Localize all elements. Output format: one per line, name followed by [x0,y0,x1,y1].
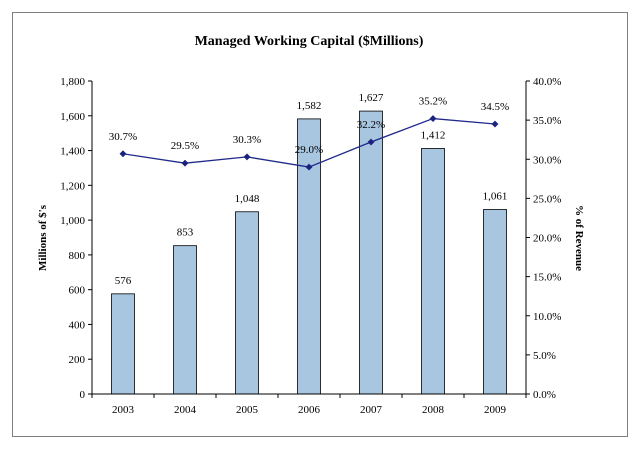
y-tick-label: 600 [69,285,86,297]
y2-tick-label: 5.0% [533,350,556,362]
y-tick-label: 1,200 [60,180,85,192]
x-tick-label: 2003 [112,404,135,416]
chart-title: Managed Working Capital ($Millions) [195,34,424,49]
bar-value-label: 1,627 [359,92,384,104]
y-axis-title: Millions of $'s [37,204,49,271]
line-value-label: 32.2% [357,119,385,131]
bar [111,293,135,395]
x-tick-label: 2004 [174,404,197,416]
x-tick-label: 2009 [484,404,507,416]
bar [297,118,321,395]
y-tick-label: 1,400 [60,146,85,158]
line-value-label: 34.5% [481,101,509,113]
line-point-marker [429,115,437,123]
bar [173,245,197,395]
bar [235,211,259,395]
bar [483,209,507,395]
y2-tick-label: 0.0% [533,389,556,401]
bar-value-label: 1,048 [235,193,260,205]
y-tick-label: 400 [69,319,86,331]
y-tick-label: 1,000 [60,215,85,227]
bar-value-label: 1,582 [297,100,322,112]
line-value-label: 29.5% [171,140,199,152]
y2-tick-label: 25.0% [533,193,561,205]
y2-tick-label: 10.0% [533,311,561,323]
line-point-marker [491,120,499,128]
y-tick-label: 200 [69,354,86,366]
line-point-marker [119,150,127,158]
line-point-marker [243,153,251,161]
bar [421,148,445,395]
y2-tick-label: 30.0% [533,154,561,166]
y2-tick-label: 35.0% [533,115,561,127]
line-value-label: 35.2% [419,96,447,108]
x-tick-label: 2008 [422,404,445,416]
bar-value-label: 1,061 [483,191,508,203]
line-value-label: 30.7% [109,131,137,143]
y-tick-label: 1,800 [60,76,85,88]
bar-value-label: 853 [177,227,194,239]
line-point-marker [367,138,375,146]
line-point-marker [305,163,313,171]
y-tick-label: 1,600 [60,111,85,123]
bar-value-label: 576 [115,275,132,287]
x-tick-label: 2007 [360,404,383,416]
bar [359,110,383,395]
bar-value-label: 1,412 [421,129,446,141]
line-value-label: 29.0% [295,144,323,156]
y2-tick-label: 40.0% [533,76,561,88]
x-tick-label: 2005 [236,404,259,416]
line-value-label: 30.3% [233,134,261,146]
y2-tick-label: 15.0% [533,272,561,284]
x-tick-label: 2006 [298,404,321,416]
y2-axis-title: % of Revenue [573,205,585,271]
y2-tick-label: 20.0% [533,233,561,245]
y-tick-label: 800 [69,250,86,262]
y-tick-label: 0 [80,389,86,401]
line-point-marker [181,159,189,167]
